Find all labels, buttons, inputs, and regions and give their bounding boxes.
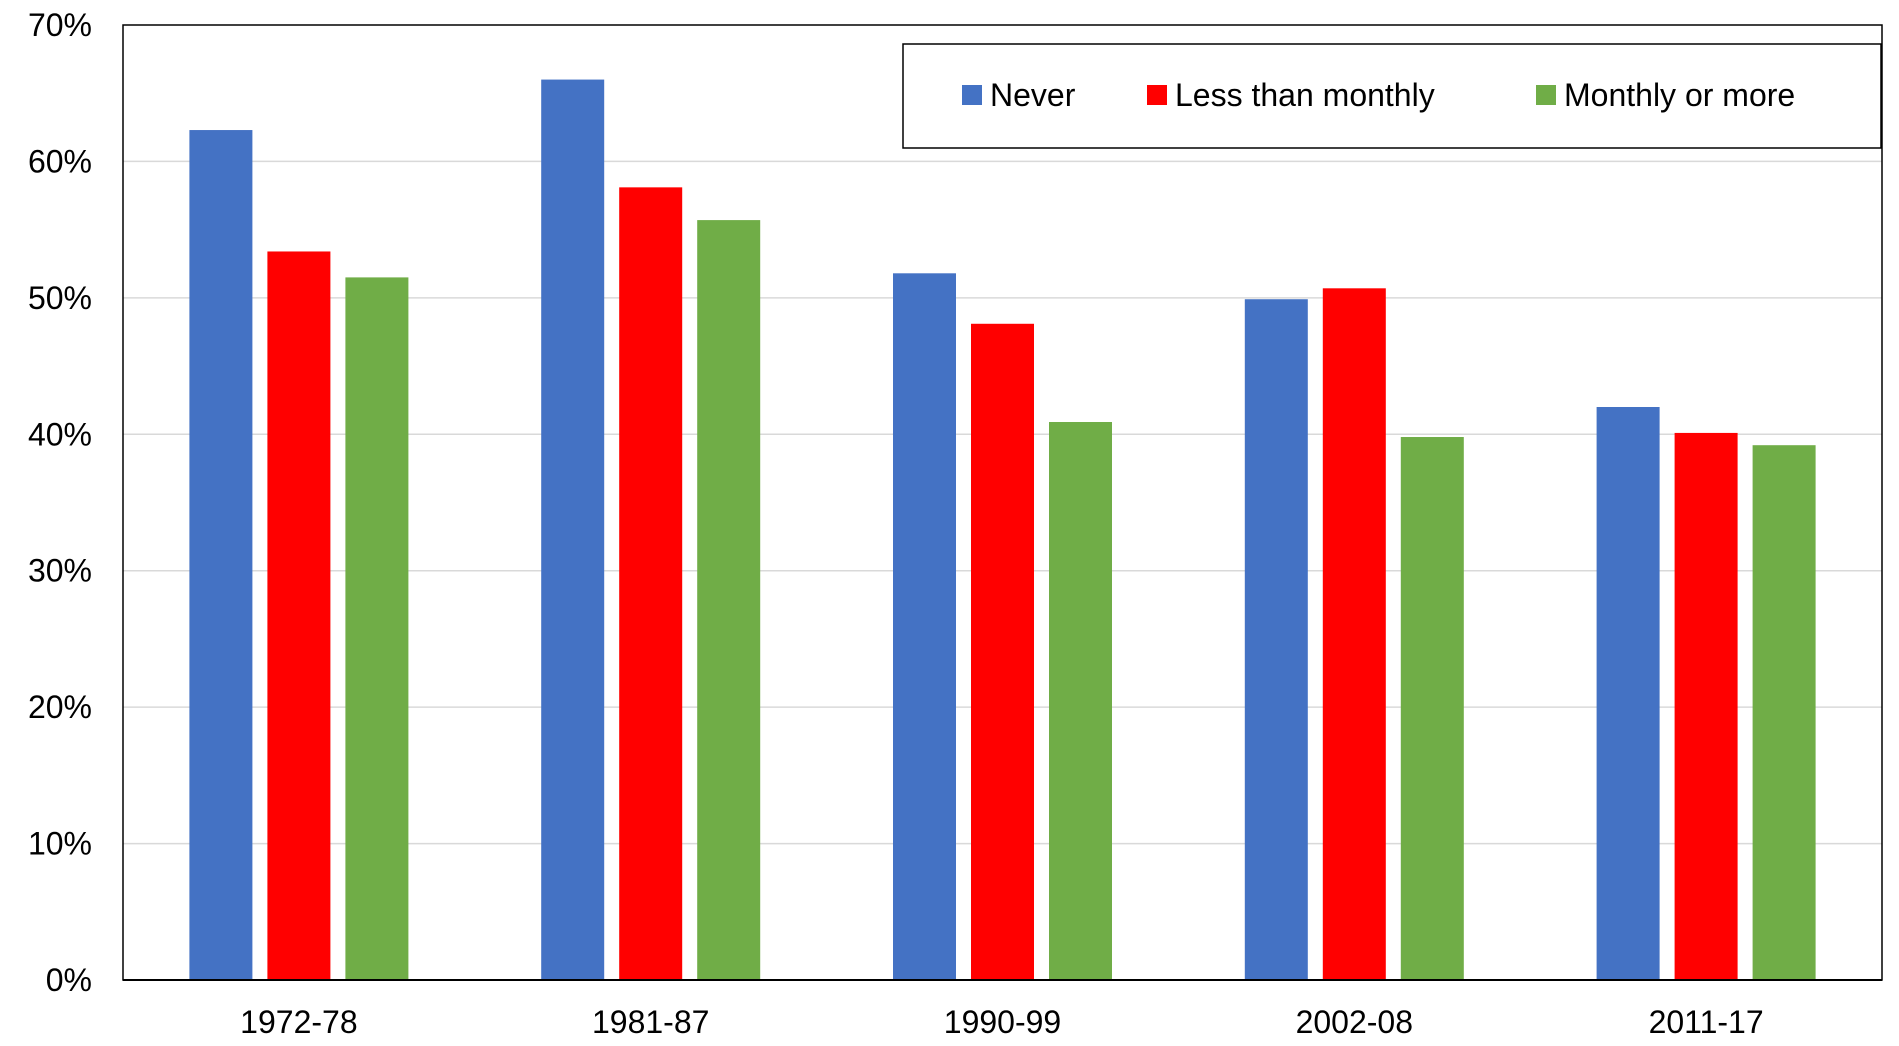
bar bbox=[1400, 437, 1464, 980]
y-tick-label: 10% bbox=[28, 826, 92, 862]
bar bbox=[1674, 432, 1738, 981]
x-tick-label: 2011-17 bbox=[1649, 1004, 1764, 1040]
y-tick-label: 40% bbox=[28, 416, 92, 452]
bar bbox=[1596, 407, 1660, 980]
x-tick-label: 1972-78 bbox=[240, 1004, 357, 1040]
bars bbox=[189, 79, 1816, 981]
y-tick-label: 50% bbox=[28, 280, 92, 316]
y-tick-label: 60% bbox=[28, 143, 92, 179]
bar bbox=[1049, 422, 1112, 980]
axes bbox=[122, 24, 1883, 981]
bar bbox=[1322, 288, 1386, 980]
legend-swatch bbox=[1147, 85, 1167, 105]
x-tick-label: 2002-08 bbox=[1296, 1004, 1413, 1040]
bar bbox=[541, 79, 605, 981]
bar bbox=[619, 187, 683, 981]
tick-labels: 0% 10% 20% 30% 40% 50% 60% 70% 1972-78 1981-87 199… bbox=[28, 7, 1764, 1040]
bar bbox=[893, 273, 956, 980]
legend-label: Monthly or more bbox=[1564, 77, 1795, 113]
legend-label: Less than monthly bbox=[1175, 77, 1435, 113]
bar bbox=[971, 323, 1034, 980]
bar bbox=[697, 220, 761, 981]
legend-swatch bbox=[1536, 85, 1556, 105]
bar bbox=[1752, 445, 1816, 980]
y-tick-label: 20% bbox=[28, 689, 92, 725]
y-tick-label: 70% bbox=[28, 7, 92, 43]
bar bbox=[189, 130, 253, 981]
y-tick-label: 30% bbox=[28, 553, 92, 589]
legend-box bbox=[902, 43, 1882, 149]
legend: Never Less than monthly Monthly or more bbox=[902, 43, 1882, 149]
bar bbox=[345, 277, 409, 981]
x-tick-label: 1990-99 bbox=[944, 1004, 1061, 1040]
x-tick-label: 1981-87 bbox=[592, 1004, 709, 1040]
bar bbox=[1244, 299, 1308, 980]
y-tick-label: 0% bbox=[46, 962, 92, 998]
legend-swatch bbox=[962, 85, 982, 105]
bar bbox=[267, 251, 331, 980]
legend-label: Never bbox=[990, 77, 1076, 113]
